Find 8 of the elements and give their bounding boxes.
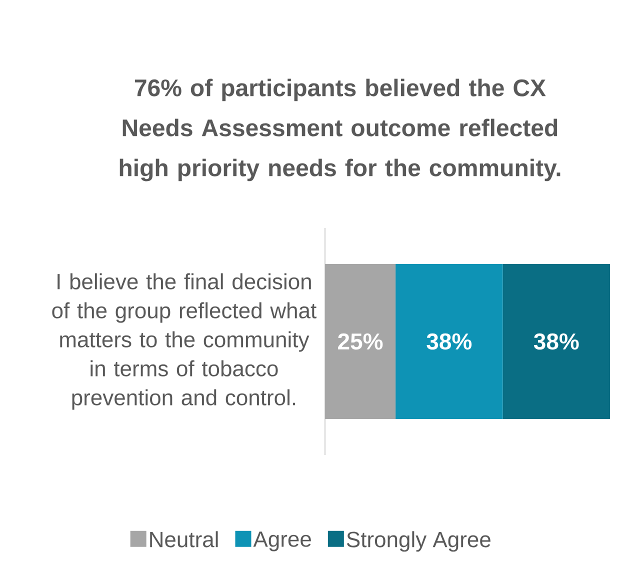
- chart-title: 76% of participants believed the CX Needs Assessment outcome reflected high priority needs for the community.: [120, 78, 560, 182]
- data-label: 25%: [338, 333, 383, 350]
- y-tick-label: I believe the final decision of the group reflected what matters to the community in terms of tobacco prevention and control.: [52, 273, 316, 410]
- legend-label: Strongly Agree: [346, 531, 490, 552]
- data-label: 38%: [426, 333, 472, 350]
- legend-label: Neutral: [150, 531, 218, 548]
- data-label: 38%: [534, 333, 579, 350]
- legend-label: Agree: [253, 532, 311, 552]
